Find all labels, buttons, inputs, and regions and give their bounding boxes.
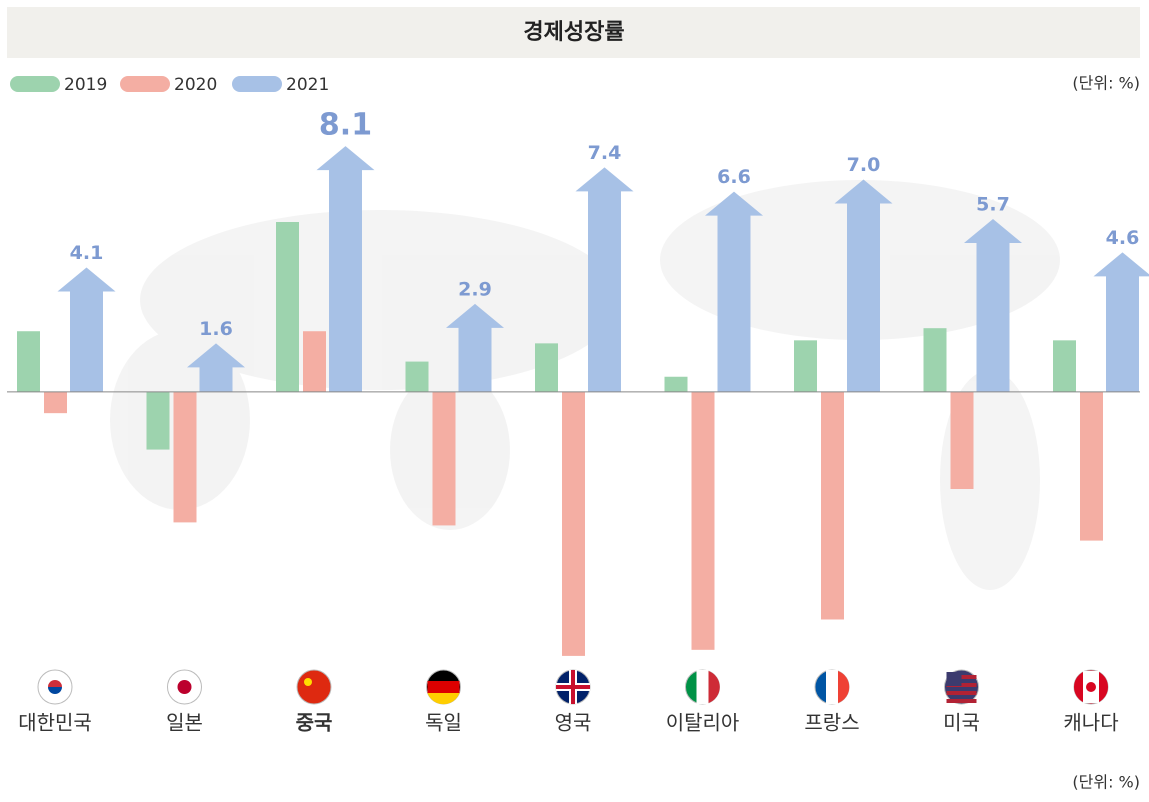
bar	[535, 343, 558, 392]
arrow-bar	[1094, 252, 1149, 392]
bar	[794, 340, 817, 392]
data-label: 4.1	[70, 242, 104, 264]
chart-title: 경제성장률	[523, 20, 624, 45]
x-tick-label: 일본	[166, 711, 203, 735]
legend-label: 2021	[286, 75, 329, 95]
flag-canton	[947, 672, 962, 686]
flag-stripe	[838, 671, 849, 703]
bar	[951, 392, 974, 489]
data-label: 8.1	[319, 108, 372, 143]
legend-swatch	[232, 76, 282, 92]
x-tick-label: 영국	[555, 711, 592, 735]
bar	[276, 222, 299, 392]
x-tick-label: 이탈리아	[666, 711, 740, 735]
flag-dot	[178, 680, 192, 694]
bar	[692, 392, 715, 650]
flag-icon	[556, 670, 590, 704]
flag-icon	[686, 670, 720, 704]
data-label: 4.6	[1106, 227, 1140, 249]
legend-swatch	[120, 76, 170, 92]
legend-label: 2019	[64, 75, 107, 95]
flag-star	[304, 678, 312, 686]
bar	[147, 392, 170, 450]
unit-label: (단위: %)	[1072, 74, 1140, 93]
x-tick-label: 중국	[296, 711, 333, 735]
bar	[174, 392, 197, 522]
bar	[17, 331, 40, 392]
unit-label: (단위: %)	[1072, 773, 1140, 792]
bar	[303, 331, 326, 392]
flag-stripe	[428, 681, 460, 693]
flag-stripe	[697, 670, 709, 704]
flag-stripe	[947, 691, 977, 695]
legend-swatch	[10, 76, 60, 92]
flag-icon	[945, 670, 979, 704]
bar	[665, 377, 688, 392]
flag-icon	[815, 670, 849, 704]
flag-bg	[297, 670, 331, 704]
bar	[1080, 392, 1103, 541]
flag-leaf	[1086, 682, 1096, 692]
bar	[924, 328, 947, 392]
x-tick-label: 독일	[425, 711, 462, 735]
data-label: 7.0	[847, 154, 881, 176]
flag-stripe	[947, 699, 977, 703]
flag-stripe	[826, 670, 838, 704]
flag-icon	[1074, 670, 1108, 704]
flag-stripe	[709, 671, 720, 703]
bar	[433, 392, 456, 526]
bar	[44, 392, 67, 413]
flag-icon	[427, 670, 461, 704]
bar	[562, 392, 585, 656]
legend-label: 2020	[174, 75, 217, 95]
bar	[406, 362, 429, 392]
x-tick-label: 미국	[943, 711, 980, 735]
arrow-bar	[58, 268, 116, 392]
flag-icon	[297, 670, 331, 704]
flag-icon	[38, 670, 72, 704]
bar	[1053, 340, 1076, 392]
data-label: 5.7	[976, 193, 1010, 215]
flag-stripe	[428, 693, 460, 704]
bar	[821, 392, 844, 620]
data-label: 1.6	[199, 318, 233, 340]
flag-icon	[168, 670, 202, 704]
x-tick-label: 대한민국	[18, 711, 92, 735]
data-label: 6.6	[717, 166, 751, 188]
data-label: 2.9	[458, 278, 492, 300]
x-tick-label: 프랑스	[804, 711, 859, 735]
data-label: 7.4	[588, 142, 622, 164]
x-tick-label: 캐나다	[1063, 711, 1118, 735]
